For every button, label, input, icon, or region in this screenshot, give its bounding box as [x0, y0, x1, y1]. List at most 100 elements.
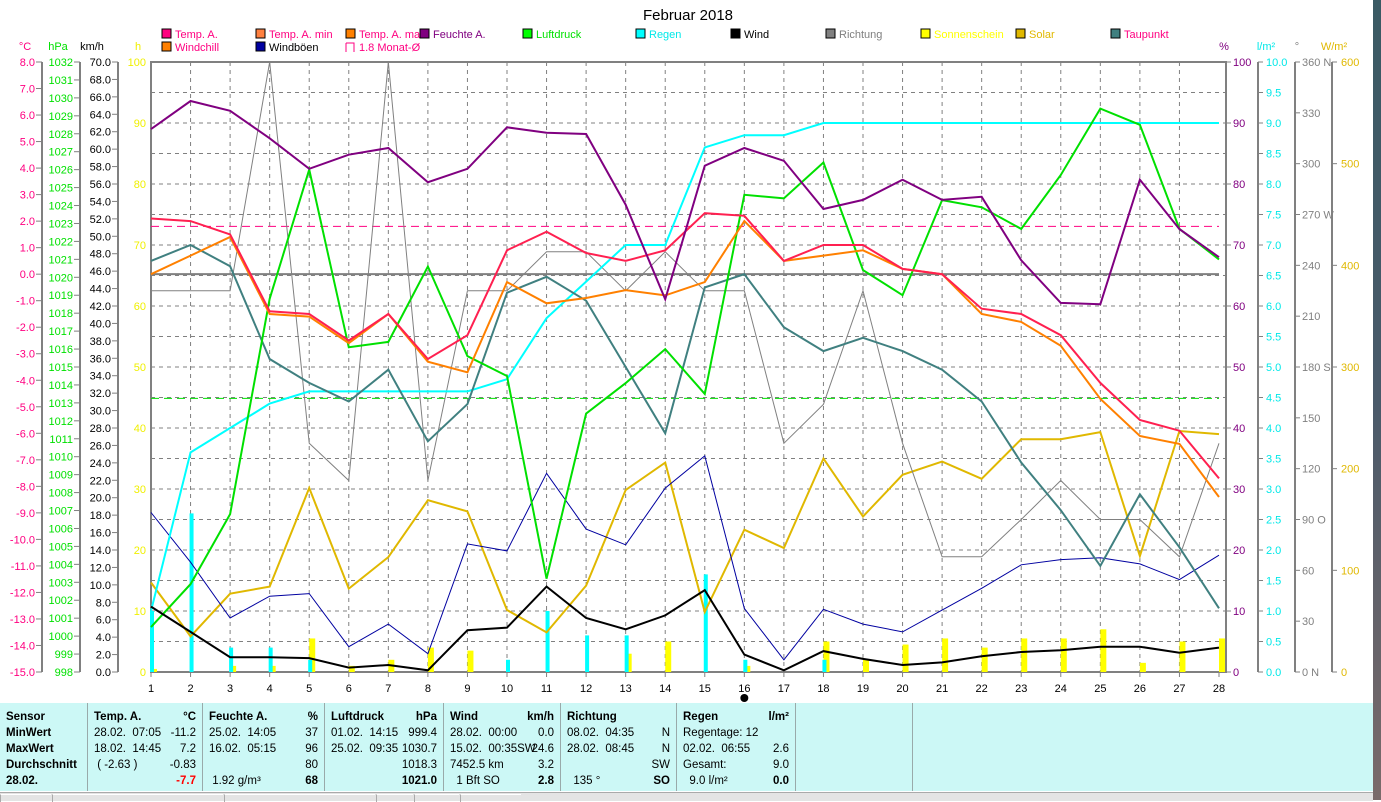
legend-label: Solar: [1029, 29, 1055, 41]
table-value: 1030.7: [401, 743, 437, 755]
table-column: Wind km/h 28.02. 00:00 0.0 15.02. 00:35SW 24.…: [444, 703, 561, 791]
axis-label-wind: 4.0: [96, 632, 111, 644]
table-label: Richtung: [567, 711, 617, 723]
table-label: Sensor: [6, 711, 45, 723]
axis-label-temp: 5.0: [20, 137, 35, 149]
axis-label-deg: 60: [1302, 565, 1314, 577]
axis-label-wind: 22.0: [90, 475, 111, 487]
axis-label-h: 40: [134, 423, 146, 435]
axis-label-pressure: 1019: [49, 290, 73, 302]
legend-swatch: [1015, 28, 1026, 39]
table-row: 1 Bft SO 2.8: [450, 773, 554, 789]
axis-label-h: 30: [134, 484, 146, 496]
table-row: 02.02. 06:55 2.6: [683, 741, 789, 757]
x-tick-label: 10: [501, 683, 513, 695]
axis-unit-h: h: [135, 41, 141, 53]
table-label: 15.02. 00:35SW: [450, 743, 536, 755]
axis-label-pressure: 1012: [49, 416, 73, 428]
bar-sonnenschein: [863, 659, 869, 672]
axis-label-rain: 5.5: [1266, 332, 1281, 344]
table-label: 7452.5 km: [450, 759, 504, 771]
axis-label-temp: -11.0: [11, 561, 35, 573]
table-value: °C: [183, 711, 196, 723]
axis-label-wind: 70.0: [90, 57, 111, 69]
axis-label-pressure: 1008: [49, 488, 73, 500]
table-value: km/h: [527, 711, 554, 723]
series-windb-en: [150, 455, 1220, 661]
table-label: 28.02. 07:05: [94, 727, 162, 739]
weather-chart: Februar 2018 Temp. A. Temp. A. min Temp. A.…: [10, 7, 1359, 702]
table-column: Regen l/m² Regentage: 12 02.02. 06:55 2.6 Ges…: [677, 703, 796, 791]
axis-label-pressure: 1010: [49, 452, 73, 464]
axis-label-temp: 4.0: [20, 163, 35, 175]
axis-label-pressure: 1030: [49, 93, 73, 105]
bar-regen-t-glich: [506, 659, 510, 672]
axis-label-pressure: 1026: [49, 165, 73, 177]
axis-label-temp: -7.0: [16, 455, 35, 467]
table-row: 1018.3: [331, 757, 437, 773]
table-value: 96: [305, 743, 318, 755]
axis-label-wind: 34.0: [90, 371, 111, 383]
table-value: 9.0: [773, 759, 789, 771]
legend-swatch: [522, 28, 533, 39]
axis-label-pressure: 1018: [49, 308, 73, 320]
axis-label-pressure: 1032: [49, 57, 73, 69]
table-value: SW: [651, 759, 670, 771]
bar-sonnenschein: [1021, 638, 1028, 672]
axis-label-pct: 80: [1233, 179, 1245, 191]
legend-item: Feuchte A.: [419, 28, 486, 41]
table-label: 1 Bft SO: [450, 775, 500, 787]
legend-label: Sonnenschein: [934, 29, 1004, 41]
x-tick-label: 24: [1055, 683, 1067, 695]
status-bar: [0, 792, 1373, 802]
x-tick-label: 1: [148, 683, 154, 695]
legend-item: Temp. A. min: [255, 28, 333, 41]
table-header: Feuchte A.%: [209, 709, 318, 725]
legend-item: Sonnenschein: [920, 28, 1004, 41]
table-row: 9.0 l/m² 0.0: [683, 773, 789, 789]
axis-label-pressure: 1006: [49, 523, 73, 535]
axis-label-pressure: 1016: [49, 344, 73, 356]
legend-swatch: [635, 28, 646, 39]
bar-sonnenschein: [1060, 638, 1067, 672]
table-row: 1.92 g/m³ 68: [209, 773, 318, 789]
chart-title: Februar 2018: [643, 7, 733, 24]
axis-label-rain: 4.5: [1266, 393, 1281, 405]
axis-label-wind: 26.0: [90, 440, 111, 452]
bar-sonnenschein: [942, 638, 949, 672]
axis-label-rain: 6.0: [1266, 301, 1281, 313]
table-column: Richtung 08.02. 04:35 N 28.02. 08:45 N SW 135…: [561, 703, 677, 791]
axis-label-pct: 10: [1233, 606, 1245, 618]
axis-label-pressure: 1007: [49, 506, 73, 518]
table-value: l/m²: [768, 711, 789, 723]
bar-regen-t-glich: [150, 611, 154, 672]
axis-label-temp: -2.0: [16, 322, 35, 334]
axis-label-temp: 6.0: [20, 110, 35, 122]
legend-label: Feuchte A.: [433, 29, 486, 41]
axis-label-wind: 14.0: [90, 545, 111, 557]
bar-sonnenschein: [348, 665, 355, 672]
legend-swatch: [161, 28, 172, 39]
axis-label-rain: 1.5: [1266, 576, 1281, 588]
axis-label-pressure: 1021: [49, 254, 73, 266]
axis-label-pressure: 1023: [49, 218, 73, 230]
legend-item: Richtung: [825, 28, 882, 41]
table-value: 68: [305, 775, 318, 787]
legend-label: Wind: [744, 29, 769, 41]
table-value: N: [661, 727, 670, 739]
axis-label-temp: -3.0: [16, 349, 35, 361]
table-label: 28.02. 08:45: [567, 743, 635, 755]
table-row: 80: [209, 757, 318, 773]
table-value: N: [661, 743, 670, 755]
table-label: 18.02. 14:45: [94, 743, 162, 755]
axis-label-temp: -15.0: [10, 667, 35, 679]
table-label: 28.02.: [6, 775, 38, 787]
axis-label-pressure: 999: [55, 649, 73, 661]
table-label: 135 °: [567, 775, 601, 787]
x-tick-label: 19: [857, 683, 869, 695]
axis-label-pressure: 1005: [49, 541, 73, 553]
axis-label-solar: 300: [1341, 362, 1359, 374]
legend-swatch: [1110, 28, 1121, 39]
bar-regen-t-glich: [545, 611, 550, 672]
axis-label-deg: 360 N: [1302, 57, 1331, 69]
